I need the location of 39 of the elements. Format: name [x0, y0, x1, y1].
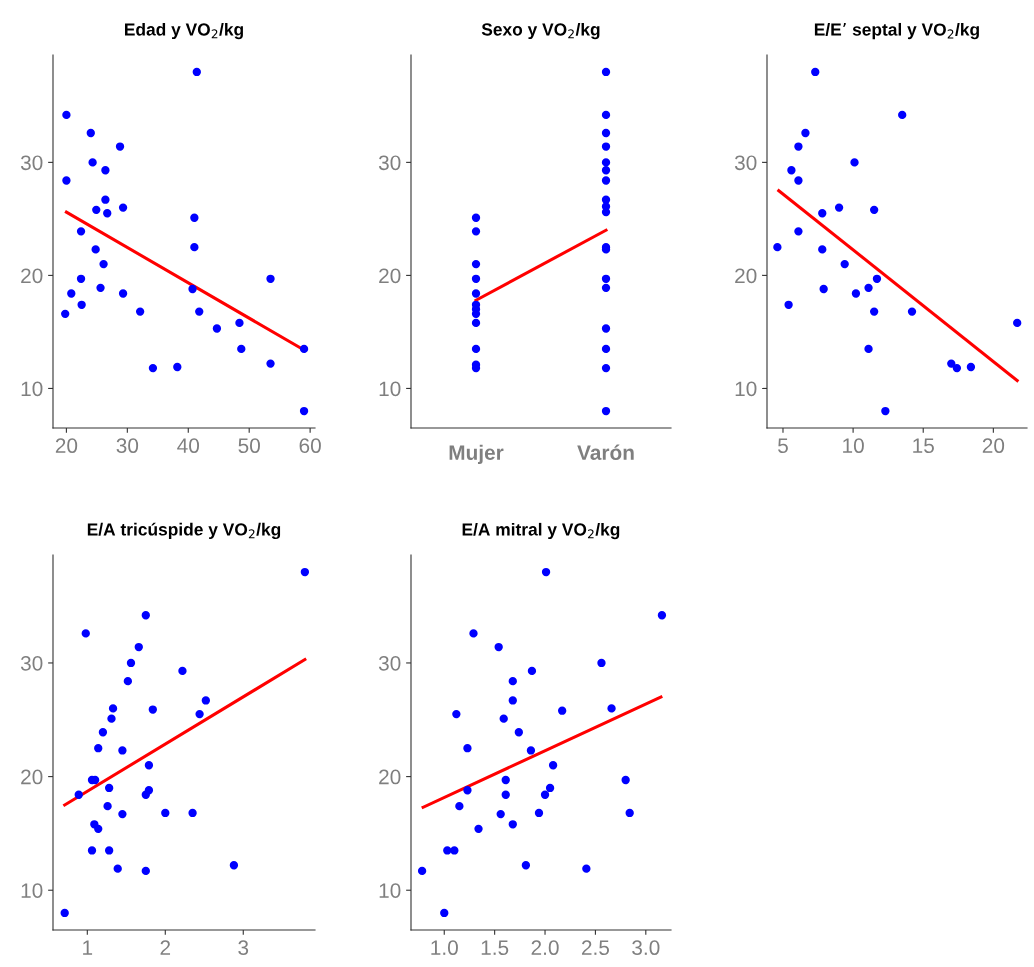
chart-title: E/A tricúspide y VO$_{2}$/kg [87, 522, 281, 540]
chart-title: Edad y VO$_{2}$/kg [125, 22, 243, 40]
chart-title: E/A mitral y VO$_{2}$/kg [462, 522, 620, 540]
y-tick-label: 10 [21, 883, 43, 898]
x-tick-label: Varón [577, 444, 634, 460]
y-tick-label: 20 [379, 769, 401, 785]
x-tick-label: 2 [160, 940, 171, 955]
x-tick-label: 1 [83, 940, 93, 955]
x-tick-label: 2.5 [581, 940, 610, 956]
x-tick-label: 15 [913, 438, 934, 454]
x-tick-label: 50 [238, 438, 260, 454]
chart-title: Sexo y VO$_{2}$/kg [481, 22, 600, 40]
y-tick-label: 30 [20, 655, 43, 671]
x-tick-label: 40 [177, 438, 200, 454]
y-tick-label: 20 [21, 268, 43, 284]
x-tick-label: 30 [116, 438, 139, 454]
x-tick-label: 2.0 [531, 940, 559, 956]
x-tick-label: 20 [982, 438, 1005, 454]
y-tick-label: 10 [21, 381, 43, 397]
y-tick-label: 10 [379, 883, 401, 898]
x-tick-label: 60 [299, 438, 321, 454]
x-tick-label: 10 [843, 438, 864, 454]
y-tick-label: 30 [734, 155, 757, 171]
y-tick-label: 30 [378, 155, 401, 171]
x-tick-label: Mujer [449, 444, 504, 465]
x-tick-label: 5 [778, 438, 788, 454]
y-tick-label: 10 [735, 381, 757, 397]
x-tick-label: 1.5 [481, 940, 509, 956]
y-tick-label: 10 [379, 381, 401, 397]
y-tick-label: 20 [379, 268, 401, 284]
chart-title: E/E’ septal y VO$_{2}$/kg [814, 22, 979, 40]
y-tick-label: 20 [735, 268, 757, 284]
x-tick-label: 3 [238, 940, 249, 956]
y-tick-label: 20 [21, 769, 43, 785]
x-tick-label: 3.0 [632, 940, 660, 956]
y-tick-label: 30 [378, 655, 401, 671]
x-tick-label: 1.0 [431, 940, 458, 956]
y-tick-label: 30 [20, 155, 43, 171]
x-tick-label: 20 [55, 438, 78, 454]
